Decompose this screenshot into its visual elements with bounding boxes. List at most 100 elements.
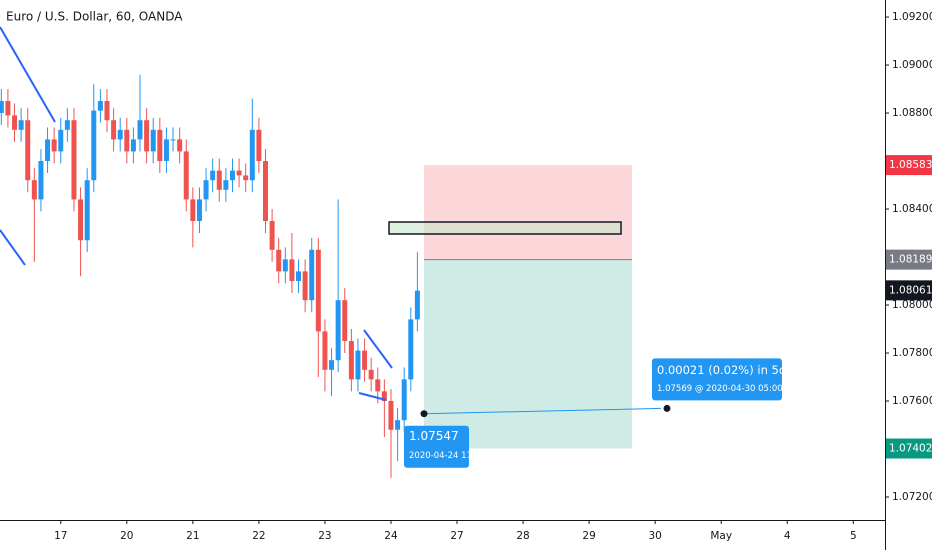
measure-end — [663, 404, 671, 412]
candle-body — [31, 180, 37, 200]
measure-start-price: 1.07547 — [409, 429, 459, 443]
y-tick-label: 1.07200 — [892, 491, 932, 503]
trend-line — [363, 329, 393, 369]
candle-body — [375, 379, 381, 392]
x-tick-label: 4 — [784, 530, 791, 542]
candle-body — [348, 340, 354, 380]
measure-start-box — [404, 425, 469, 468]
y-tick-label: 1.07600 — [892, 395, 932, 407]
candle-body — [329, 360, 335, 370]
target-price-label: 1.07402 — [889, 442, 932, 454]
candle-body — [355, 350, 361, 380]
x-tick-label: 21 — [186, 530, 199, 542]
candle-body — [91, 110, 97, 181]
candle-body — [269, 221, 275, 250]
candle-body — [243, 175, 249, 181]
candle-body — [368, 369, 374, 380]
x-tick-label: 27 — [450, 530, 463, 542]
candle-body — [97, 101, 103, 111]
candle-body — [223, 180, 229, 190]
x-tick-label: 23 — [318, 530, 331, 542]
measure-detail: 1.07569 @ 2020-04-30 05:00 — [657, 384, 783, 394]
candle-body — [276, 249, 282, 272]
y-tick-label: 1.09000 — [892, 59, 932, 71]
x-tick-label: 30 — [648, 530, 661, 542]
stop-price-label: 1.08583 — [889, 159, 932, 171]
candle-body — [137, 120, 143, 140]
stop-zone — [424, 165, 632, 260]
candle-body — [414, 290, 420, 320]
x-tick-label: 5 — [850, 530, 857, 542]
candle-body — [177, 139, 183, 152]
x-tick-label: 29 — [582, 530, 595, 542]
candle-body — [296, 271, 302, 281]
candle-body — [229, 170, 235, 181]
candle-body — [163, 139, 169, 162]
candle-body — [71, 120, 77, 200]
candle-body — [58, 129, 64, 152]
measure-start-time: 2020-04-24 11:00 — [409, 451, 486, 461]
x-tick-label: 17 — [54, 530, 67, 542]
candle-body — [256, 129, 262, 162]
candle-body — [45, 139, 51, 162]
candle-body — [196, 199, 202, 222]
candle-body — [362, 350, 368, 370]
y-tick-label: 1.07800 — [892, 347, 932, 359]
candle-body — [157, 129, 163, 162]
candle-body — [203, 180, 209, 200]
candle-body — [381, 391, 387, 401]
candle-body — [395, 420, 401, 430]
candle-body — [38, 161, 44, 200]
candle-body — [282, 259, 288, 272]
highlight-box — [388, 221, 622, 235]
candle-body — [249, 129, 255, 181]
chart-title: Euro / U.S. Dollar, 60, OANDA — [6, 10, 183, 24]
target-zone — [424, 259, 632, 449]
candle-body — [302, 271, 308, 301]
candle-body — [210, 170, 216, 181]
candle-body — [124, 129, 130, 152]
trend-line — [358, 392, 387, 401]
candle-body — [190, 199, 196, 222]
candle-body — [170, 139, 176, 141]
candle-body — [117, 129, 123, 140]
x-tick-label: 20 — [120, 530, 133, 542]
candle-body — [12, 115, 18, 130]
candle-body — [408, 319, 414, 380]
candle-body — [25, 120, 31, 181]
y-tick-label: 1.08400 — [892, 203, 932, 215]
target-price-label-box — [886, 438, 932, 459]
entry-price-label: 1.08189 — [889, 254, 932, 266]
candle-body — [150, 129, 156, 152]
candle-body — [51, 139, 57, 152]
x-tick-label: May — [710, 530, 732, 542]
candle-body — [84, 180, 90, 241]
candle-body — [322, 331, 328, 370]
entry-price-label-box — [886, 249, 932, 270]
candle-body — [104, 101, 110, 121]
candle-body — [0, 101, 4, 114]
measure-start — [420, 410, 428, 418]
candle-body — [263, 161, 268, 222]
stop-price-label-box — [886, 155, 932, 176]
x-tick-label: 22 — [252, 530, 265, 542]
candle-body — [335, 300, 341, 361]
candle-body — [289, 259, 295, 281]
candle-body — [309, 249, 315, 301]
y-tick-label: 1.08000 — [892, 299, 932, 311]
plot-area — [0, 74, 671, 478]
candle-body — [111, 120, 117, 140]
candle-body — [388, 400, 394, 430]
y-tick-label: 1.09200 — [892, 11, 932, 23]
last-price-label-box — [886, 280, 932, 301]
candle-body — [342, 300, 348, 341]
candle-body — [130, 139, 136, 152]
candle-body — [5, 101, 11, 116]
candle-body — [401, 379, 407, 421]
measure-line — [423, 407, 662, 415]
y-tick-label: 1.08800 — [892, 107, 932, 119]
trend-line — [0, 229, 26, 266]
candle-body — [236, 170, 242, 176]
